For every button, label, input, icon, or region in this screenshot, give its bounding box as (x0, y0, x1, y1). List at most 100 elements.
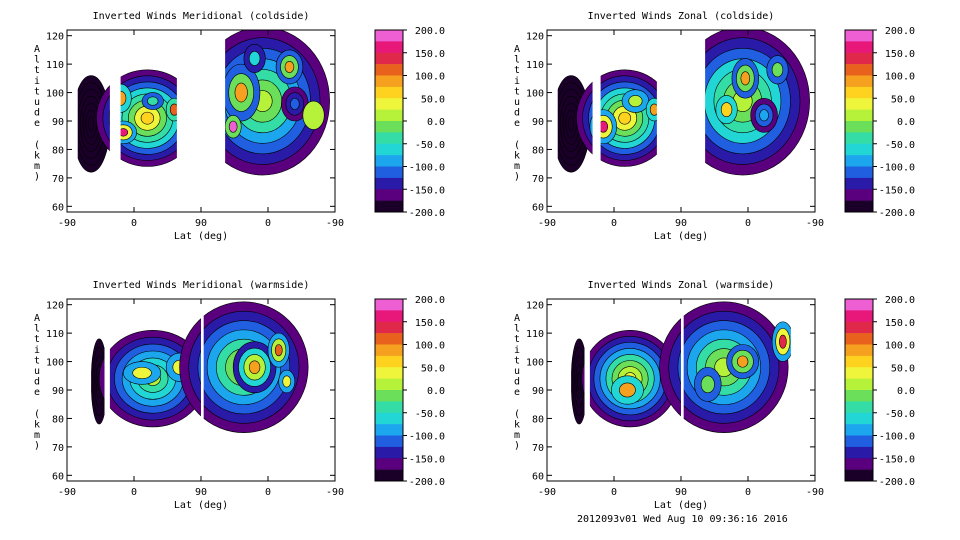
colorbar-swatch (375, 446, 403, 459)
contour-band (740, 71, 751, 86)
y-tick-label: 60 (532, 471, 544, 482)
x-tick-label: 0 (745, 487, 751, 498)
plot-area (547, 30, 815, 212)
colorbar-label: 0.0 (427, 386, 445, 397)
colorbar-swatch (375, 177, 403, 190)
no-data-region (67, 30, 78, 212)
contour-band (577, 372, 582, 391)
y-axis-label-char: A (514, 313, 520, 324)
colorbar-swatch (845, 299, 873, 311)
x-tick-label: 0 (611, 487, 617, 498)
colorbar: 200.0 150.0 100.0 50.0 0.0 -50.0 -100.0 -150.0 -… (844, 295, 915, 488)
colorbar-swatch (375, 344, 403, 357)
y-axis-label-char: i (514, 76, 520, 87)
contour-band (618, 111, 632, 125)
y-axis-label-char: e (34, 118, 40, 129)
y-axis-label-char: A (34, 313, 40, 324)
y-axis-label-char: ( (34, 140, 40, 151)
colorbar-label: -50.0 (885, 140, 915, 151)
contour-band (132, 366, 152, 379)
y-axis-label-char: A (34, 44, 40, 55)
chart-panel: 60 70 80 90 100 110 120 -90 0 90 0 -90 Inverted Wind… (34, 11, 445, 242)
colorbar-label: 100.0 (885, 341, 915, 352)
colorbar-swatch (845, 344, 873, 357)
colorbar-swatch (845, 310, 873, 323)
colorbar-swatch (375, 310, 403, 323)
colorbar: 200.0 150.0 100.0 50.0 0.0 -50.0 -100.0 -150.0 -… (374, 26, 445, 219)
x-tick-label: -90 (326, 218, 344, 229)
y-axis-label-char: t (34, 86, 40, 97)
colorbar-swatch (375, 458, 403, 470)
y-axis-label-char: u (514, 97, 520, 108)
x-axis-label: Lat (deg) (174, 500, 228, 511)
colorbar-swatch (375, 401, 403, 414)
y-axis-label-char: l (34, 324, 40, 335)
x-tick-label: 0 (265, 487, 271, 498)
y-tick-label: 100 (526, 358, 544, 369)
chart-title: Inverted Winds Zonal (warmside) (588, 280, 775, 291)
chart-title: Inverted Winds Meridional (coldside) (93, 11, 310, 22)
contour-band (282, 375, 292, 388)
colorbar-swatch (375, 52, 403, 65)
colorbar-swatch (845, 132, 873, 145)
colorbar-label: 100.0 (885, 72, 915, 83)
colorbar-label: 200.0 (415, 26, 445, 37)
x-axis-label: Lat (deg) (654, 231, 708, 242)
colorbar-label: 50.0 (421, 363, 445, 374)
y-axis-label-char: k (514, 150, 520, 161)
y-axis-label-char: ( (514, 409, 520, 420)
y-tick-label: 60 (52, 471, 64, 482)
colorbar-swatch (375, 64, 403, 76)
contour-band (736, 355, 749, 368)
colorbar-swatch (845, 143, 873, 156)
colorbar-swatch (845, 75, 873, 88)
colorbar-label: -200.0 (409, 208, 445, 219)
no-data-region (547, 30, 558, 212)
colorbar-swatch (375, 86, 403, 99)
no-data-region (592, 30, 601, 212)
contour-band (284, 60, 295, 73)
colorbar-swatch (845, 469, 873, 482)
y-axis-label-char: A (514, 44, 520, 55)
y-tick-label: 70 (532, 174, 544, 185)
y-axis-label-char: ) (514, 172, 520, 183)
no-data-region (104, 299, 110, 481)
y-tick-label: 110 (526, 60, 544, 71)
y-tick-label: 90 (52, 386, 64, 397)
contour-band (628, 95, 643, 108)
y-tick-label: 70 (52, 443, 64, 454)
y-axis-label-char: k (34, 150, 40, 161)
x-tick-label: -90 (326, 487, 344, 498)
x-tick-label: 0 (265, 218, 271, 229)
colorbar-label: -100.0 (879, 432, 915, 443)
x-axis-label: Lat (deg) (654, 500, 708, 511)
x-tick-label: 0 (131, 218, 137, 229)
y-tick-label: 100 (526, 89, 544, 100)
y-tick-label: 60 (532, 202, 544, 213)
colorbar-swatch (845, 412, 873, 425)
colorbar-label: -100.0 (879, 163, 915, 174)
y-axis-label-char: e (34, 387, 40, 398)
y-axis-label-char: t (514, 334, 520, 345)
no-data-region (176, 30, 226, 212)
footer-timestamp: 2012093v01 Wed Aug 10 09:36:16 2016 (577, 514, 788, 525)
contour-band (771, 62, 784, 78)
x-axis-label: Lat (deg) (174, 231, 228, 242)
y-axis-label-char: ) (514, 441, 520, 452)
y-axis-label-char: d (34, 377, 40, 388)
y-axis-label-char: k (34, 419, 40, 430)
colorbar-swatch (845, 98, 873, 110)
y-axis-label-char: e (514, 118, 520, 129)
colorbar-swatch (845, 189, 873, 201)
colorbar-swatch (375, 41, 403, 54)
colorbar-label: 0.0 (897, 386, 915, 397)
contour-band (248, 360, 261, 374)
y-tick-label: 90 (52, 117, 64, 128)
y-axis-label-char: i (34, 76, 40, 87)
x-tick-label: -90 (58, 487, 76, 498)
colorbar-swatch (375, 333, 403, 345)
colorbar-swatch (375, 109, 403, 122)
colorbar-swatch (845, 41, 873, 54)
